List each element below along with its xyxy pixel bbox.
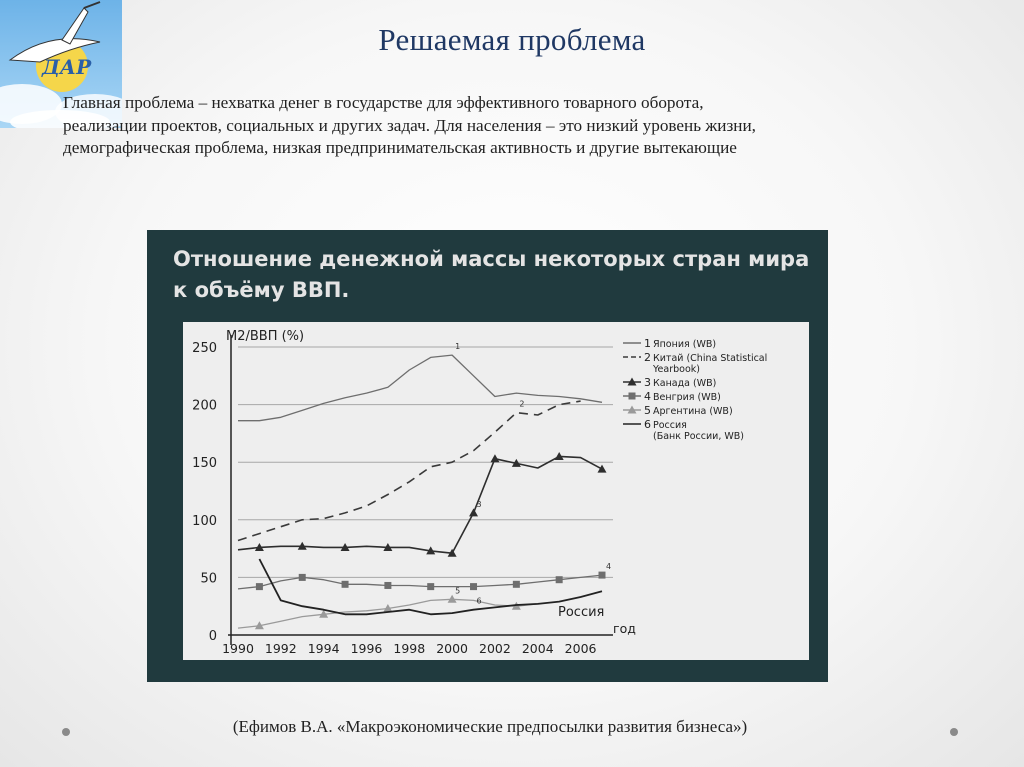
legend-number: 2 — [644, 351, 651, 364]
x-tick-label: 2006 — [565, 641, 597, 656]
series-number-label: 1 — [455, 342, 460, 351]
series-annotation: Россия — [558, 605, 604, 620]
legend-number: 6 — [644, 418, 651, 431]
series-marker-4 — [384, 581, 392, 589]
series-marker-4 — [427, 583, 435, 591]
legend-marker — [627, 377, 637, 386]
slide-text: Главная проблема – нехватка денег в госу… — [63, 92, 983, 160]
chart-title-line: к объёму ВВП. — [173, 278, 349, 302]
x-tick-label: 1990 — [222, 641, 254, 656]
series-number-label: 3 — [477, 500, 482, 509]
logo-text: ДАР — [41, 55, 92, 79]
legend-number: 4 — [644, 390, 651, 403]
series-line-1 — [238, 354, 603, 422]
legend-marker — [628, 392, 636, 400]
legend-number: 5 — [644, 404, 651, 417]
series-marker-3 — [469, 508, 479, 517]
series-marker-4 — [298, 573, 306, 581]
series-marker-5 — [319, 609, 329, 618]
y-tick-label: 50 — [200, 571, 217, 586]
slide-text-line: Главная проблема – нехватка денег в госу… — [63, 93, 704, 112]
slide-title: Решаемая проблема — [378, 22, 646, 57]
legend-label: Китай (China Statistical — [653, 353, 767, 364]
series-marker-4 — [470, 583, 478, 591]
y-tick-label: 0 — [209, 629, 217, 644]
legend-number: 3 — [644, 376, 651, 389]
series-marker-3 — [447, 548, 457, 557]
x-tick-label: 2002 — [479, 641, 511, 656]
series-marker-3 — [490, 454, 500, 463]
slide-dot-left — [62, 728, 70, 736]
x-tick-label: 2000 — [436, 641, 468, 656]
stork-logo-icon: ДАР — [0, 0, 135, 134]
series-number-label: 6 — [477, 597, 482, 606]
series-line-6 — [258, 558, 603, 616]
legend-label: Канада (WB) — [653, 378, 716, 389]
series-marker-3 — [554, 451, 564, 460]
series-marker-4 — [555, 576, 563, 584]
series-marker-3 — [511, 458, 521, 467]
y-tick-label: 150 — [192, 456, 217, 471]
chart-panel: Отношение денежной массы некоторых стран… — [147, 230, 828, 682]
x-tick-label: 1996 — [351, 641, 383, 656]
citation: (Ефимов В.А. «Макроэкономические предпос… — [232, 717, 748, 736]
slide-text-line: демографическая проблема, низкая предпри… — [63, 138, 737, 157]
series-marker-5 — [254, 621, 264, 630]
series-marker-3 — [340, 542, 350, 551]
series-marker-3 — [383, 542, 393, 551]
series-marker-4 — [598, 571, 606, 579]
logo: ДАР — [0, 0, 135, 134]
series-marker-3 — [297, 541, 307, 550]
legend-label: Венгрия (WB) — [653, 392, 721, 403]
legend-label: Россия — [653, 420, 687, 431]
series-line-3 — [237, 455, 603, 555]
legend-label: (Банк России, WB) — [653, 431, 744, 442]
series-number-label: 5 — [455, 586, 460, 595]
series-number-label: 4 — [606, 562, 611, 571]
x-tick-label: 1994 — [308, 641, 340, 656]
chart-title-line: Отношение денежной массы некоторых стран… — [173, 247, 809, 271]
legend-label: Аргентина (WB) — [653, 406, 733, 417]
y-axis-label: М2/ВВП (%) — [226, 329, 304, 344]
y-tick-label: 200 — [192, 399, 217, 414]
series-line-4 — [237, 574, 603, 590]
legend-label: Yearbook) — [652, 364, 700, 375]
x-axis-label: год — [613, 621, 636, 636]
series-marker-5 — [447, 594, 457, 603]
y-tick-label: 100 — [192, 514, 217, 529]
series-marker-5 — [383, 604, 393, 613]
slide-dot-right — [950, 728, 958, 736]
series-marker-3 — [597, 464, 607, 473]
legend-number: 1 — [644, 337, 651, 350]
series-marker-4 — [341, 580, 349, 588]
legend-label: Япония (WB) — [653, 339, 716, 350]
series-marker-3 — [426, 546, 436, 555]
series-marker-3 — [254, 542, 264, 551]
x-tick-label: 1998 — [393, 641, 425, 656]
series-number-label: 2 — [519, 400, 524, 409]
chart-svg: Отношение денежной массы некоторых стран… — [173, 247, 809, 660]
series-marker-4 — [512, 580, 520, 588]
x-tick-label: 2004 — [522, 641, 554, 656]
series-line-2 — [237, 400, 581, 542]
plot-area — [183, 322, 809, 660]
x-tick-label: 1992 — [265, 641, 297, 656]
series-marker-4 — [255, 583, 263, 591]
legend-marker — [627, 405, 637, 414]
slide-text-line: реализации проектов, социальных и других… — [63, 115, 756, 135]
y-tick-label: 250 — [192, 341, 217, 356]
